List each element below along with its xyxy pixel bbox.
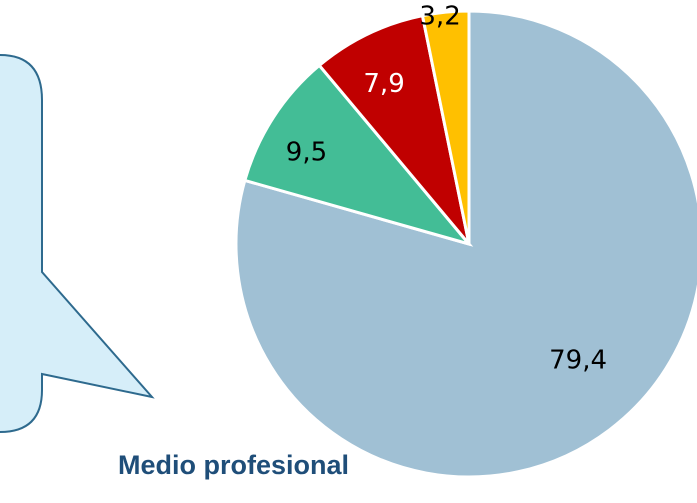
pie-slice <box>420 9 471 245</box>
pie-slice <box>317 13 471 245</box>
pie-labels: 79,4 9,5 7,9 3,2 <box>286 1 607 375</box>
speech-callout-shape <box>0 54 155 433</box>
pie-slice-label: 9,5 <box>286 138 327 168</box>
pie-slice-label: 3,2 <box>419 1 460 31</box>
pie-slice-label: 79,4 <box>549 346 607 376</box>
pie-slices <box>234 9 697 479</box>
caption-medio-profesional: Medio profesional <box>118 450 350 480</box>
pie-slice <box>242 63 474 247</box>
pie-slice-label: 7,9 <box>363 69 404 99</box>
